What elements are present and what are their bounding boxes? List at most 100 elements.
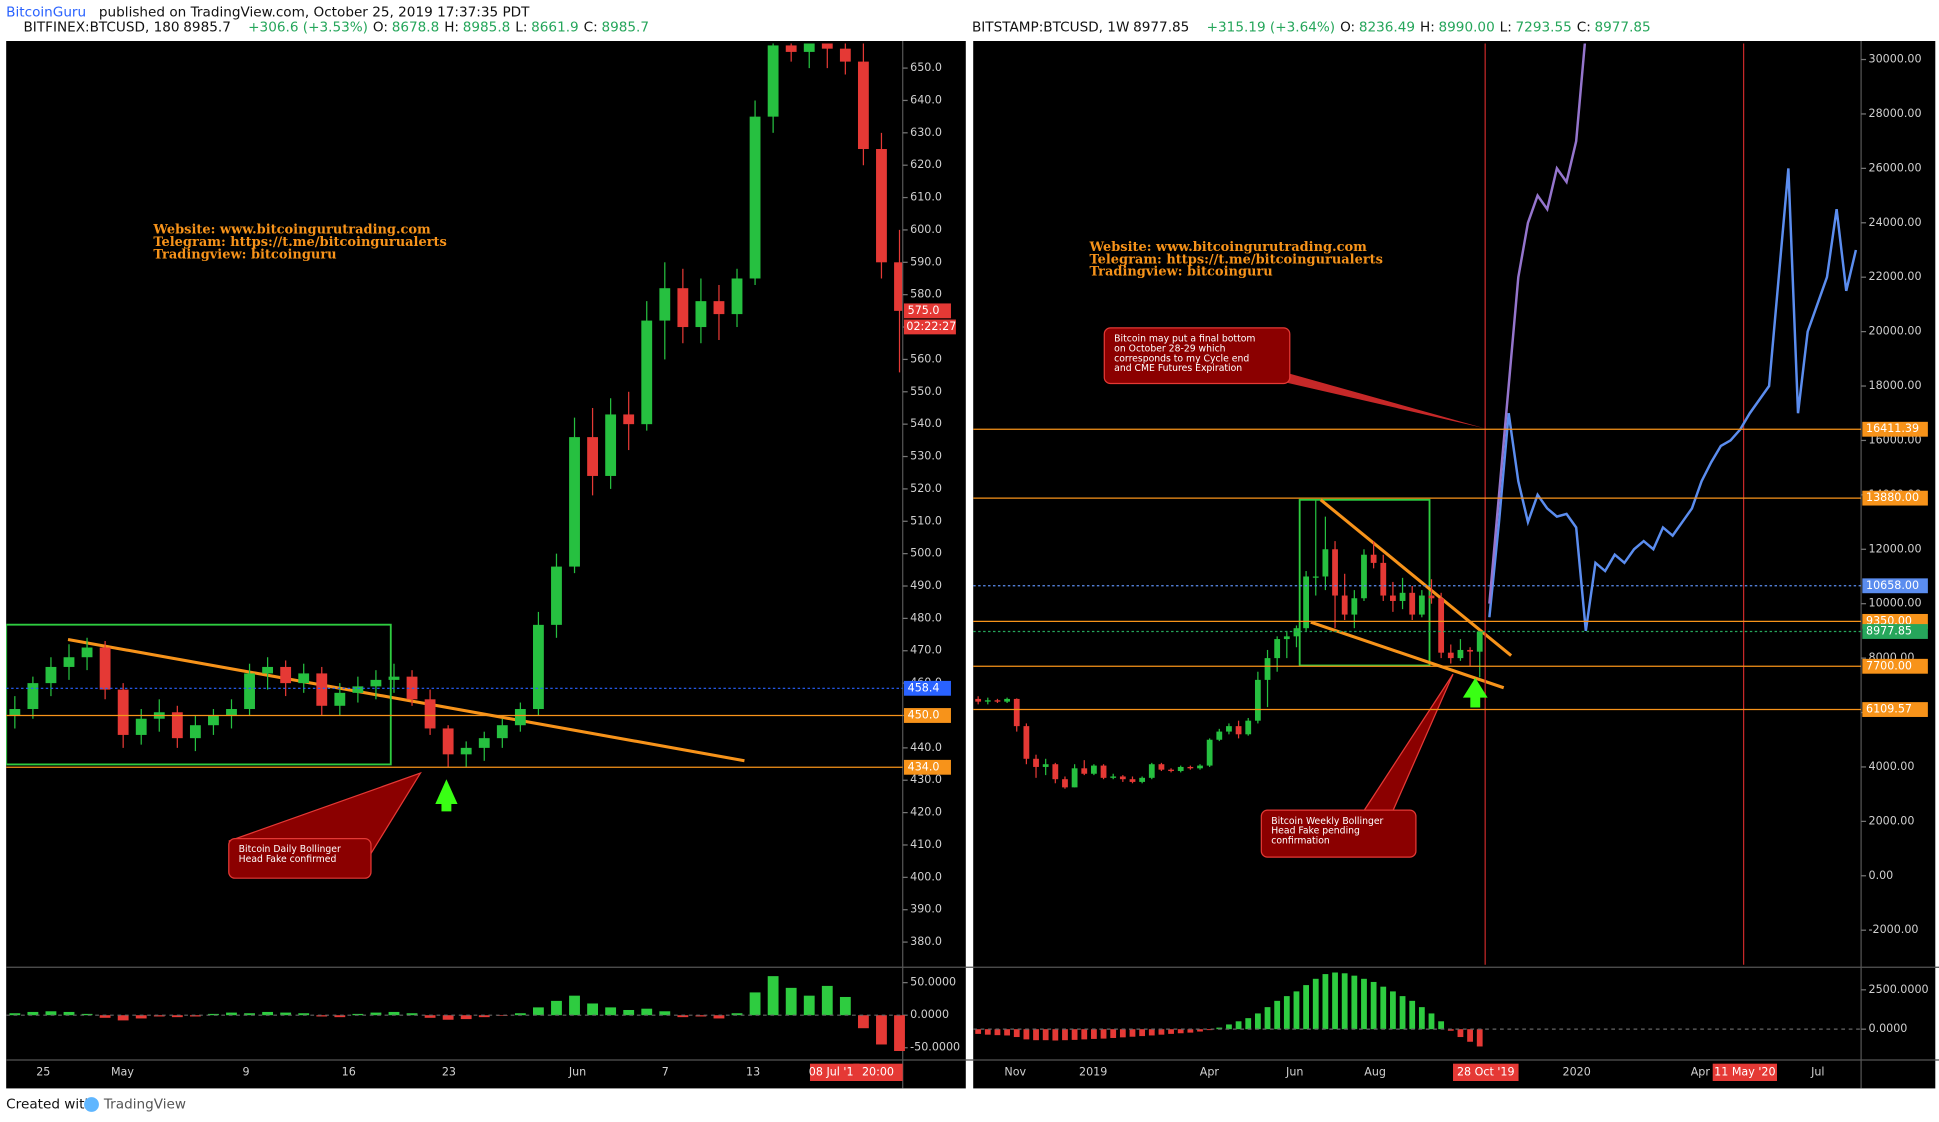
- osc-bar: [262, 1011, 274, 1016]
- candle-body: [45, 666, 57, 684]
- osc-bar: [1341, 973, 1348, 1030]
- candle-body: [244, 673, 255, 710]
- y-tick-label: 410.0: [910, 838, 942, 851]
- candle-body: [1119, 776, 1126, 780]
- osc-bar: [1476, 1029, 1483, 1047]
- osc-bar: [370, 1012, 382, 1016]
- candle-body: [1013, 698, 1020, 727]
- candle-body: [262, 666, 274, 674]
- candle-body: [352, 686, 364, 693]
- candle-body: [370, 679, 382, 687]
- drawing: [435, 779, 458, 812]
- callout-box: [228, 838, 372, 879]
- osc-bar: [876, 1015, 887, 1045]
- chart-panel: BITFINEX:BTCUSD, 180 8985.7 +306.6 (+3.53%…: [6, 19, 975, 1089]
- candle-body: [1438, 598, 1445, 653]
- y-tick-label: 640.0: [910, 93, 942, 106]
- candle-body: [1052, 764, 1059, 780]
- osc-bar: [857, 1015, 869, 1029]
- osc-bar: [894, 1015, 905, 1051]
- candle-body: [226, 709, 237, 716]
- osc-bar: [1197, 1029, 1203, 1032]
- y-tick-label: 600.0: [910, 223, 942, 236]
- candle-body: [424, 699, 436, 729]
- osc-bar: [731, 1013, 743, 1016]
- osc-bar: [460, 1015, 472, 1020]
- osc-bar: [226, 1012, 237, 1016]
- osc-bar: [1081, 1029, 1088, 1040]
- legend-close: 8985.7: [601, 19, 649, 35]
- candle-body: [27, 683, 39, 710]
- y-tick-label: 550.0: [910, 385, 942, 398]
- note: Website: www.bitcoingurutrading.com: [1088, 240, 1367, 255]
- osc-bar: [334, 1015, 346, 1018]
- candle-body: [1235, 726, 1242, 735]
- author[interactable]: BitcoinGuru: [6, 5, 86, 21]
- osc-bar: [641, 1008, 653, 1016]
- y-tick-label: 560.0: [910, 352, 942, 365]
- x-highlight: 08 Jul '16: [809, 1065, 861, 1078]
- legend-change: +315.19 (+3.64%): [1207, 19, 1335, 35]
- osc-bar: [1254, 1013, 1261, 1030]
- y-tick-label: 16000.00: [1869, 433, 1922, 446]
- osc-bar: [63, 1011, 75, 1016]
- legend-o-label: O:: [373, 19, 388, 35]
- osc-bar: [298, 1013, 310, 1016]
- osc-tick-label: -50.0000: [910, 1041, 960, 1054]
- legend-low: 7293.55: [1516, 19, 1572, 35]
- candle-body: [1409, 592, 1416, 615]
- candle-body: [1370, 554, 1377, 563]
- footer-brand[interactable]: TradingView: [103, 1096, 186, 1112]
- candle-body: [767, 45, 779, 117]
- drawing: [1462, 677, 1488, 708]
- y-tick-label: 430.0: [910, 773, 942, 786]
- candle-body: [821, 43, 833, 49]
- candle-body: [605, 414, 617, 476]
- candle-body: [749, 116, 761, 279]
- candle-body: [460, 747, 472, 755]
- osc-bar: [244, 1013, 255, 1016]
- candle-body: [1216, 731, 1223, 740]
- osc-bar: [713, 1015, 725, 1019]
- osc-bar: [117, 1015, 129, 1021]
- price-label: 13880.00: [1866, 491, 1919, 504]
- osc-bar: [1119, 1029, 1126, 1038]
- candle-body: [1274, 639, 1281, 659]
- x-highlight: 20:00: [862, 1065, 894, 1078]
- candle-body: [189, 725, 201, 739]
- osc-bar: [1042, 1029, 1049, 1041]
- note: Telegram: https://t.me/bitcoingurualerts: [1089, 252, 1383, 267]
- y-tick-label: 24000.00: [1869, 216, 1922, 229]
- legend-high: 8985.8: [463, 19, 511, 35]
- legend-close: 8977.85: [1594, 19, 1650, 35]
- y-tick-label: 4000.00: [1869, 760, 1915, 773]
- osc-bar: [388, 1011, 400, 1016]
- y-tick-label: 420.0: [910, 806, 942, 819]
- candle-body: [99, 647, 111, 690]
- candle-body: [1062, 779, 1068, 788]
- candle-body: [9, 709, 21, 716]
- osc-bar: [1428, 1013, 1435, 1030]
- x-tick-label: 13: [746, 1065, 760, 1078]
- candle-body: [1390, 595, 1396, 601]
- osc-bar: [839, 996, 851, 1016]
- y-tick-label: 480.0: [910, 611, 942, 624]
- candle-body: [1033, 758, 1039, 767]
- candle-body: [1148, 764, 1155, 778]
- candle-body: [1129, 779, 1136, 782]
- legend-c-label: C:: [1577, 19, 1591, 35]
- osc-bar: [1091, 1029, 1097, 1039]
- candle-body: [1071, 768, 1078, 788]
- footer-created: Created with: [6, 1096, 93, 1112]
- osc-bar: [81, 1013, 93, 1016]
- osc-bar: [1148, 1029, 1155, 1036]
- osc-bar: [1216, 1027, 1223, 1030]
- chart-panel: BITSTAMP:BTCUSD, 1W 8977.85 +315.19 (+3.64…: [972, 19, 1939, 1089]
- x-highlight: 28 Oct '19: [1457, 1065, 1515, 1078]
- y-tick-label: 400.0: [910, 870, 942, 883]
- candle-body: [1081, 768, 1088, 774]
- y-tick-label: 490.0: [910, 579, 942, 592]
- price-label: 16411.39: [1866, 422, 1919, 435]
- x-highlight-bg: [1712, 1063, 1778, 1081]
- candle-body: [587, 437, 598, 476]
